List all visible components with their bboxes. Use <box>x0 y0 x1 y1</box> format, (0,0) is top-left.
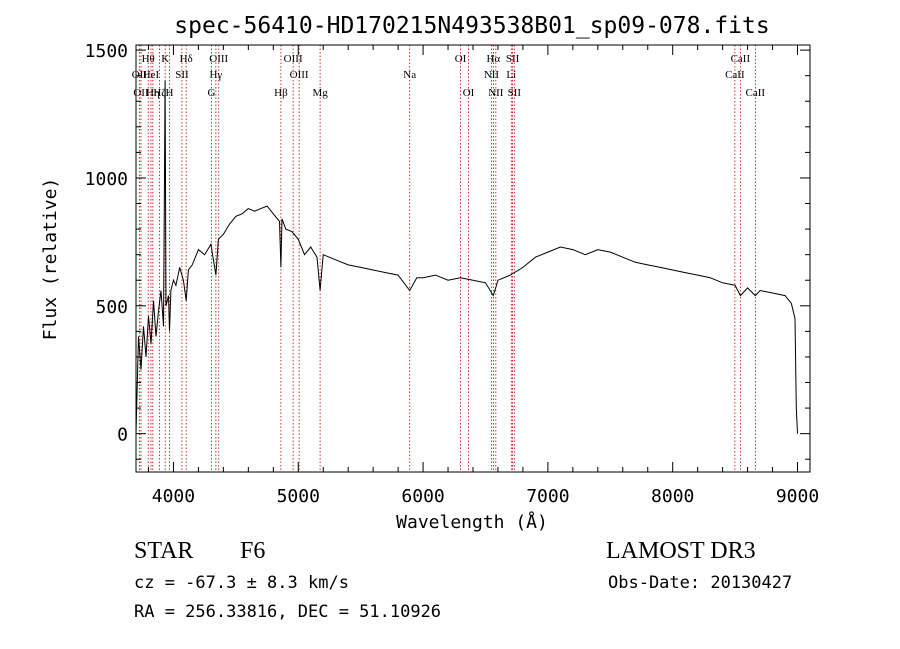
y-axis-label: Flux (relative) <box>40 178 61 341</box>
spectral-line-label: Li <box>506 69 516 81</box>
y-tick-label: 0 <box>117 425 128 446</box>
x-tick-label: 5000 <box>277 486 320 507</box>
spectral-line-label: CaII <box>725 69 745 81</box>
spectral-line-label: OI <box>455 53 467 65</box>
spectral-line-label: H <box>165 87 173 99</box>
object-class: STAR <box>134 538 194 564</box>
spectral-line-label: K <box>161 53 169 65</box>
spectral-line-label: SII <box>175 69 189 81</box>
spectral-line-label: CaII <box>746 87 766 99</box>
obs-date-text: Obs-Date: 20130427 <box>608 573 793 593</box>
x-axis-label: Wavelength (Å) <box>396 511 548 533</box>
spectral-line-label: Hγ <box>209 69 222 81</box>
spectral-line-label: OIII <box>284 53 303 65</box>
y-tick-label: 1000 <box>85 169 128 190</box>
spectral-line-label: NII <box>488 87 504 99</box>
redshift-text: cz = -67.3 ± 8.3 km/s <box>134 573 349 593</box>
x-tick-label: 7000 <box>526 486 569 507</box>
spectral-line-label: Na <box>403 69 416 81</box>
y-tick-label: 500 <box>95 297 128 318</box>
spectral-line-label: Hη <box>146 87 160 99</box>
spectral-line-label: CaII <box>731 53 751 65</box>
spectral-line-label: SII <box>508 87 522 99</box>
spectral-line-label: SII <box>506 53 520 65</box>
survey-name: LAMOST DR3 <box>606 538 756 564</box>
axis-ticks: 4000 5000 6000 7000 8000 9000 0 500 1000 1500 <box>85 41 820 507</box>
chart-title: spec-56410-HD170215N493538B01_sp09-078.f… <box>174 13 769 39</box>
plot-frame <box>135 44 811 473</box>
spectral-line-label: HeI <box>143 69 160 81</box>
spectrum-line <box>135 80 798 434</box>
spectral-line-label: Hζ <box>153 87 166 99</box>
spectral-line-label: Hδ <box>180 53 193 65</box>
spectral-line-label: OI <box>463 87 475 99</box>
spectral-line-label: Hβ <box>274 87 288 99</box>
spectral-line-label: OIII <box>209 53 228 65</box>
spectral-line-label: Hα <box>486 53 500 65</box>
spectral-line-label: NII <box>484 69 500 81</box>
x-tick-label: 4000 <box>152 486 195 507</box>
spectral-line-label: OIII <box>290 69 309 81</box>
x-tick-label: 8000 <box>651 486 694 507</box>
spectral-line-label: Hθ <box>142 53 155 65</box>
spectral-line-label: G <box>208 87 216 99</box>
spectral-line-label: OII <box>133 87 149 99</box>
object-subclass: F6 <box>240 538 266 564</box>
x-tick-label: 6000 <box>401 486 444 507</box>
y-tick-label: 1500 <box>85 41 128 62</box>
x-tick-label: 9000 <box>776 486 819 507</box>
coordinates-text: RA = 256.33816, DEC = 51.10926 <box>134 602 442 622</box>
spectral-line-label: Mg <box>312 87 328 99</box>
